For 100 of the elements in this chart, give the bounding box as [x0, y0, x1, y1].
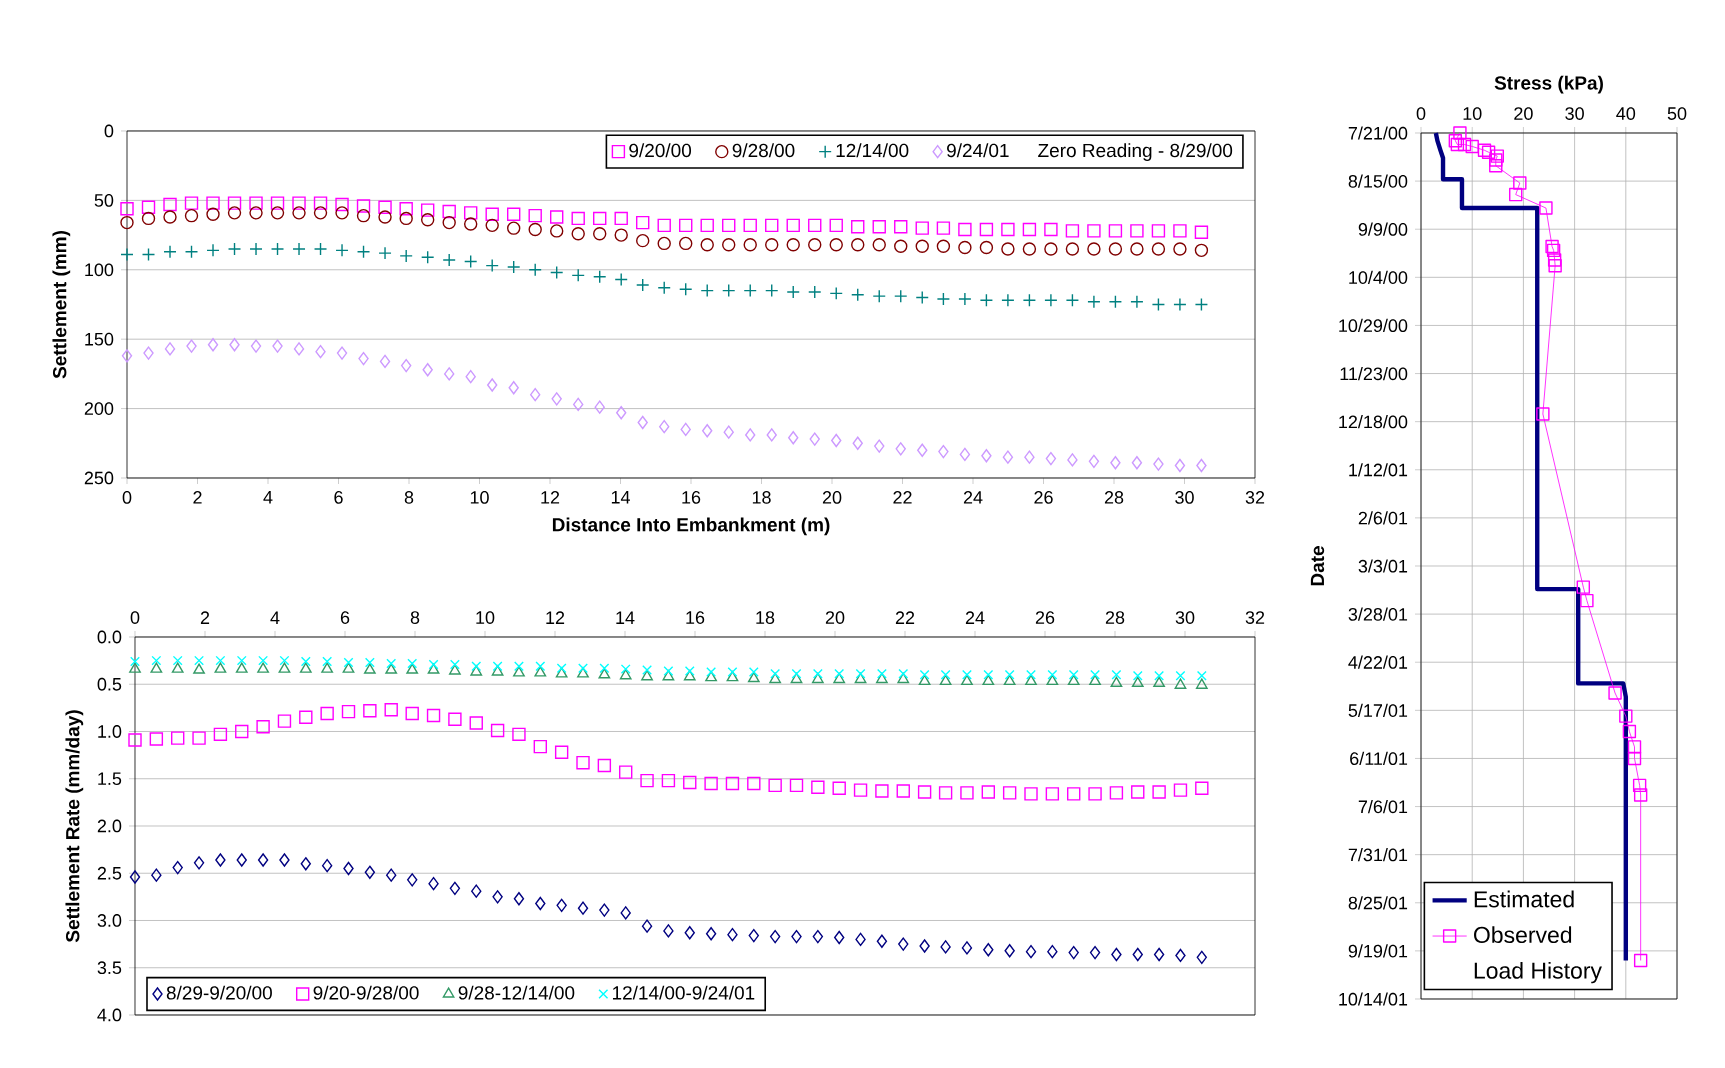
point	[636, 215, 650, 230]
point	[386, 868, 397, 882]
point	[1196, 950, 1208, 965]
point	[918, 674, 931, 686]
y-tick-label: 2.0	[97, 819, 122, 833]
point	[443, 367, 455, 381]
point	[1024, 450, 1035, 464]
point	[535, 661, 546, 672]
point	[1108, 224, 1123, 238]
y-tick-label: 5/17/01	[1348, 703, 1408, 717]
point	[812, 668, 823, 679]
point	[363, 663, 376, 674]
point	[171, 731, 185, 745]
point	[121, 349, 133, 363]
point	[768, 778, 782, 793]
point	[636, 278, 650, 292]
y-tick-label: 6/11/01	[1350, 751, 1408, 766]
point	[766, 428, 777, 442]
point	[1131, 456, 1143, 470]
point	[400, 358, 412, 373]
x-tick-label: 0	[122, 491, 132, 504]
point	[399, 202, 413, 216]
x-tick-label: 32	[1245, 491, 1265, 504]
point	[1173, 242, 1187, 256]
point	[378, 210, 392, 224]
point	[982, 674, 995, 686]
point	[426, 708, 441, 723]
point	[831, 433, 842, 448]
point	[854, 672, 867, 684]
point	[442, 253, 456, 267]
point	[407, 658, 418, 669]
point	[184, 245, 199, 259]
point	[876, 934, 888, 948]
point	[514, 661, 524, 672]
y-tick-label: 4/22/01	[1348, 655, 1408, 669]
point	[855, 668, 866, 679]
point	[679, 218, 693, 233]
point	[508, 381, 519, 395]
point	[743, 218, 757, 233]
point	[322, 656, 333, 667]
point	[270, 196, 285, 210]
point	[120, 202, 134, 216]
point	[235, 662, 248, 673]
y-axis-title: Settlement (mm)	[52, 231, 71, 379]
point	[1109, 786, 1124, 800]
y-tick-label: 8/15/00	[1348, 174, 1408, 188]
point	[257, 662, 269, 673]
point	[428, 659, 439, 670]
point	[448, 712, 462, 726]
point	[214, 662, 227, 673]
point	[465, 369, 476, 384]
x-tick-label: 10	[1463, 107, 1482, 120]
point	[1110, 456, 1121, 470]
point	[919, 669, 930, 680]
point	[270, 242, 285, 256]
point	[915, 290, 929, 305]
point	[791, 929, 802, 944]
point	[128, 733, 142, 747]
point	[556, 898, 567, 913]
point	[1108, 295, 1123, 309]
y-tick-label: 200	[84, 402, 114, 415]
point	[641, 669, 653, 681]
legend-title: Load History	[1474, 961, 1602, 984]
point	[206, 207, 220, 221]
point	[679, 282, 693, 296]
point	[321, 858, 333, 873]
point	[1108, 242, 1123, 256]
point	[1002, 450, 1014, 464]
point	[1151, 242, 1166, 256]
x-tick-label: 50	[1667, 107, 1687, 120]
point	[550, 224, 564, 238]
point	[129, 870, 141, 884]
point	[1088, 787, 1102, 801]
point	[725, 776, 740, 791]
point	[808, 238, 822, 252]
x-tick-label: 26	[1035, 611, 1055, 624]
point	[705, 927, 717, 941]
point	[507, 207, 521, 221]
point	[683, 775, 697, 790]
x-tick-label: 10	[470, 491, 489, 504]
x-tick-label: 16	[686, 611, 705, 624]
point	[385, 663, 398, 674]
point	[641, 919, 653, 933]
point	[898, 668, 909, 679]
y-tick-label: 0.0	[97, 630, 122, 644]
point	[130, 656, 140, 667]
point	[896, 784, 910, 798]
point	[215, 853, 226, 867]
point	[420, 250, 435, 264]
point	[249, 206, 263, 220]
x-tick-label: 8	[410, 611, 420, 624]
point	[1110, 676, 1123, 687]
point	[279, 655, 290, 666]
point	[748, 667, 759, 677]
point	[790, 672, 803, 684]
point	[320, 706, 334, 721]
point	[336, 346, 348, 360]
legend-label: Observed	[1474, 926, 1572, 944]
x-tick-label: 26	[1034, 491, 1053, 504]
point	[1196, 458, 1207, 473]
